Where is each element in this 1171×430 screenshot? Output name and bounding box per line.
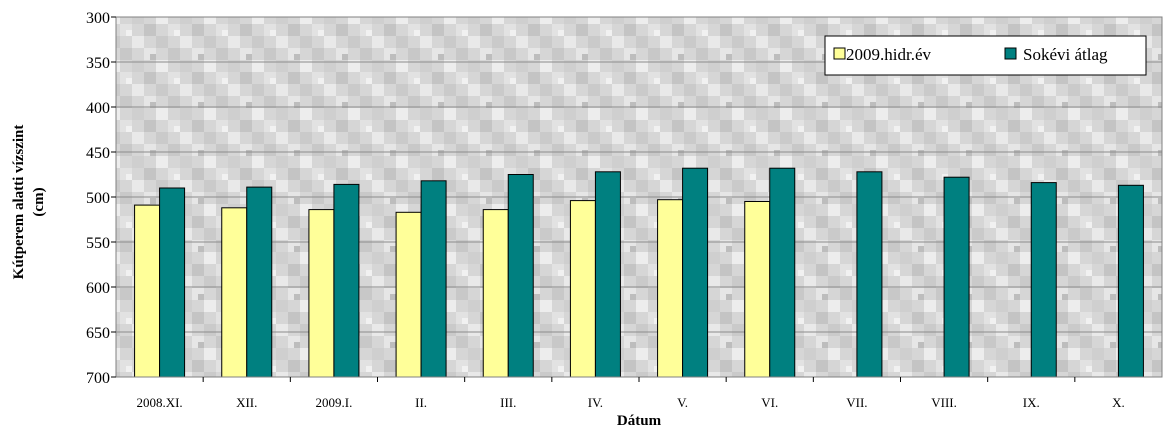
bar-2009 xyxy=(221,207,248,378)
bar-average xyxy=(769,167,796,378)
y-tick-label: 400 xyxy=(86,100,110,117)
x-tick-label: 2009.I. xyxy=(315,395,352,410)
y-axis-title: Kútperem alatti vízszint (cm) xyxy=(11,125,47,280)
y-tick-label: 350 xyxy=(86,55,110,72)
x-tick-label: VI. xyxy=(761,395,778,410)
y-tick-label: 650 xyxy=(86,325,110,342)
y-tick-label: 450 xyxy=(86,145,110,162)
legend-swatch-2009 xyxy=(833,47,846,60)
bar-average xyxy=(333,183,360,378)
x-axis-ticks: 2008.XI. XII. 2009.I. II. III. IV. V. VI. VII. VI… xyxy=(136,377,1125,410)
y-axis-ticks: 300 350 400 450 500 550 600 650 700 xyxy=(86,10,116,387)
bar-average xyxy=(856,171,883,378)
x-tick-label: VII. xyxy=(846,395,867,410)
bar-2009 xyxy=(482,209,509,378)
legend-swatch-average xyxy=(1004,47,1017,60)
bar-average xyxy=(159,187,186,378)
y-tick-label: 550 xyxy=(86,235,110,252)
x-tick-label: 2008.XI. xyxy=(136,395,182,410)
x-tick-label: V. xyxy=(677,395,688,410)
y-tick-label: 600 xyxy=(86,280,110,297)
y-axis-title-line-1: Kútperem alatti vízszint xyxy=(11,125,27,280)
bar-average xyxy=(594,171,621,378)
bar-average xyxy=(507,174,534,378)
y-axis-title-line-2: (cm) xyxy=(31,187,47,216)
x-tick-label: III. xyxy=(500,395,516,410)
x-tick-label: X. xyxy=(1112,395,1125,410)
bar-2009 xyxy=(308,209,335,378)
bar-2009 xyxy=(569,200,596,378)
legend: 2009.hidr.év Sokévi átlag xyxy=(824,35,1147,76)
bar-average xyxy=(943,176,970,378)
legend-box xyxy=(824,35,1147,76)
x-tick-label: II. xyxy=(415,395,427,410)
x-axis-title: Dátum xyxy=(617,413,662,429)
bar-average xyxy=(246,186,273,378)
bar-average xyxy=(1117,184,1144,378)
x-tick-label: XII. xyxy=(236,395,257,410)
bar-2009 xyxy=(395,211,422,378)
bar-average xyxy=(420,180,447,378)
bar-2009 xyxy=(744,201,771,378)
bar-average xyxy=(1030,182,1057,378)
x-tick-label: IX. xyxy=(1023,395,1040,410)
y-tick-label: 500 xyxy=(86,190,110,207)
bar-average xyxy=(682,167,709,378)
legend-label-average: Sokévi átlag xyxy=(1023,45,1108,64)
y-tick-label: 700 xyxy=(86,370,110,387)
bar-2009 xyxy=(134,204,161,378)
y-tick-label: 300 xyxy=(86,10,110,27)
bar-2009 xyxy=(657,199,684,378)
x-tick-label: IV. xyxy=(588,395,603,410)
legend-label-2009: 2009.hidr.év xyxy=(846,45,931,64)
x-tick-label: VIII. xyxy=(931,395,957,410)
bars xyxy=(134,167,1144,378)
